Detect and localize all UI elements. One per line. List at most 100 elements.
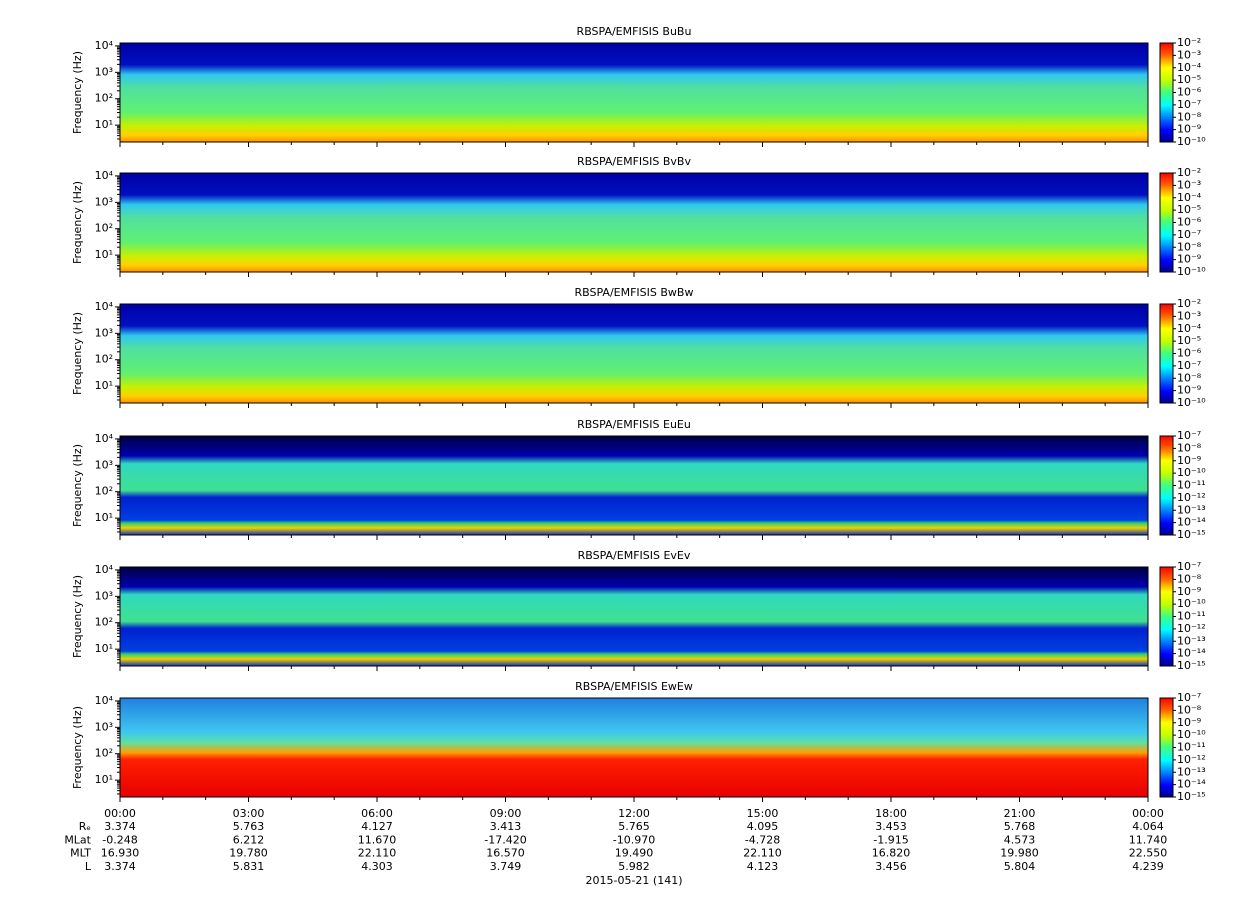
ephemeris-value: 3.374 — [104, 820, 136, 833]
y-axis-label: Frequency (Hz) — [71, 312, 84, 395]
colorbar-tick-label: 10⁻⁹ — [1177, 123, 1201, 136]
colorbar-tick-label: 10⁻⁹ — [1177, 454, 1201, 467]
y-tick-label: 10¹ — [95, 511, 113, 524]
x-tick-label: 21:00 — [1004, 807, 1036, 820]
panel-title: RBSPA/EMFISIS EuEu — [577, 418, 691, 431]
colorbar-tick-label: 10⁻¹¹ — [1177, 741, 1206, 754]
ephemeris-value: 4.303 — [361, 860, 393, 873]
colorbar-tick-label: 10⁻¹¹ — [1177, 610, 1206, 623]
ephemeris-value: 4.064 — [1132, 820, 1164, 833]
ephemeris-value: -17.420 — [484, 833, 526, 846]
ephemeris-value: 4.573 — [1004, 833, 1036, 846]
x-tick-label: 00:00 — [1132, 807, 1164, 820]
ephemeris-value: 5.768 — [1004, 820, 1036, 833]
colorbar-tick-label: 10⁻¹³ — [1177, 503, 1206, 516]
colorbar-tick-label: 10⁻¹² — [1177, 622, 1206, 635]
ephemeris-value: 16.820 — [872, 847, 911, 860]
colorbar-tick-label: 10⁻⁹ — [1177, 716, 1201, 729]
colorbar — [1159, 303, 1174, 404]
colorbar-tick-label: 10⁻⁶ — [1177, 86, 1202, 99]
colorbar-tick-label: 10⁻⁹ — [1177, 585, 1201, 598]
colorbar-tick-label: 10⁻⁷ — [1177, 691, 1201, 704]
y-tick-label: 10¹ — [95, 248, 113, 261]
colorbar-tick-label: 10⁻¹³ — [1177, 765, 1206, 778]
colorbar-tick-label: 10⁻⁷ — [1177, 98, 1201, 111]
y-tick-label: 10¹ — [95, 379, 113, 392]
panel-title: RBSPA/EMFISIS EwEw — [575, 680, 693, 693]
y-tick-label: 10² — [95, 616, 113, 629]
colorbar-label: amplitude (nT^2/Hz) — [1220, 35, 1233, 150]
ephemeris-value: -4.728 — [745, 833, 780, 846]
colorbar — [1159, 566, 1174, 667]
ephemeris-value: 3.749 — [490, 860, 522, 873]
colorbar-tick-label: 10⁻⁴ — [1177, 61, 1202, 74]
colorbar-tick-label: 10⁻⁷ — [1177, 359, 1201, 372]
ephemeris-name: L — [85, 860, 92, 873]
y-tick-label: 10¹ — [95, 773, 113, 786]
colorbar-tick-label: 10⁻³ — [1177, 309, 1201, 322]
y-axis-label: Frequency (Hz) — [71, 706, 84, 789]
ephemeris-value: 22.110 — [743, 847, 782, 860]
colorbar-tick-label: 10⁻¹⁴ — [1177, 778, 1206, 791]
panel-title: RBSPA/EMFISIS BvBv — [577, 155, 691, 168]
colorbar-tick-label: 10⁻² — [1177, 36, 1201, 49]
colorbar-tick-label: 10⁻¹⁰ — [1177, 265, 1206, 278]
ephemeris-value: 16.930 — [101, 847, 140, 860]
y-tick-label: 10¹ — [95, 118, 113, 131]
y-tick-label: 10² — [95, 485, 113, 498]
x-tick-label: 03:00 — [233, 807, 265, 820]
ephemeris-value: 22.110 — [358, 847, 397, 860]
colorbar-tick-label: 10⁻⁴ — [1177, 322, 1202, 335]
colorbar-tick-label: 10⁻² — [1177, 166, 1201, 179]
ephemeris-value: 19.980 — [1000, 847, 1039, 860]
ephemeris-value: 3.453 — [875, 820, 907, 833]
ephemeris-value: 5.804 — [1004, 860, 1036, 873]
y-axis-label: Frequency (Hz) — [71, 181, 84, 264]
colorbar-tick-label: 10⁻⁷ — [1177, 560, 1201, 573]
panel-title: RBSPA/EMFISIS EvEv — [578, 549, 691, 562]
y-tick-label: 10⁴ — [95, 39, 114, 52]
ephemeris-value: 11.670 — [358, 833, 397, 846]
y-tick-label: 10² — [95, 222, 113, 235]
colorbar — [1159, 42, 1174, 143]
colorbar-tick-label: 10⁻¹⁵ — [1177, 659, 1206, 672]
colorbar-tick-label: 10⁻¹⁵ — [1177, 790, 1206, 803]
ephemeris-value: -0.248 — [102, 833, 137, 846]
y-tick-label: 10³ — [95, 589, 113, 602]
ephemeris-value: 6.212 — [233, 833, 265, 846]
ephemeris-value: 5.763 — [233, 820, 265, 833]
y-tick-label: 10³ — [95, 458, 113, 471]
colorbar-label: amplitude (nT^2/Hz) — [1220, 296, 1233, 411]
colorbar-tick-label: 10⁻¹¹ — [1177, 479, 1206, 492]
colorbar-tick-label: 10⁻⁵ — [1177, 203, 1201, 216]
colorbar-tick-label: 10⁻⁸ — [1177, 703, 1202, 716]
ephemeris-value: 4.127 — [361, 820, 393, 833]
ephemeris-name: MLat — [64, 833, 91, 846]
colorbar — [1159, 172, 1174, 273]
colorbar-tick-label: 10⁻⁵ — [1177, 73, 1201, 86]
ephemeris-value: 3.413 — [490, 820, 522, 833]
y-tick-label: 10⁴ — [95, 694, 114, 707]
panel-title: RBSPA/EMFISIS BwBw — [575, 286, 694, 299]
colorbar-label: amplitude (V^2/m^2/Hz) — [1220, 547, 1233, 687]
ephemeris-value: 5.982 — [618, 860, 650, 873]
y-tick-label: 10³ — [95, 720, 113, 733]
colorbar-tick-label: 10⁻⁷ — [1177, 429, 1201, 442]
ephemeris-value: 4.239 — [1132, 860, 1164, 873]
y-tick-label: 10³ — [95, 195, 113, 208]
ephemeris-value: 11.740 — [1129, 833, 1168, 846]
colorbar-tick-label: 10⁻¹² — [1177, 753, 1206, 766]
y-tick-label: 10⁴ — [95, 563, 114, 576]
colorbar-label: amplitude (nT^2/Hz) — [1220, 165, 1233, 280]
date-label: 2015-05-21 (141) — [585, 874, 682, 887]
colorbar-tick-label: 10⁻⁷ — [1177, 228, 1201, 241]
colorbar-tick-label: 10⁻³ — [1177, 178, 1201, 191]
x-tick-label: 09:00 — [490, 807, 522, 820]
ephemeris-value: -10.970 — [613, 833, 655, 846]
colorbar-tick-label: 10⁻⁸ — [1177, 240, 1202, 253]
colorbar-tick-label: 10⁻⁸ — [1177, 572, 1202, 585]
colorbar-tick-label: 10⁻¹⁴ — [1177, 516, 1206, 529]
y-axis-label: Frequency (Hz) — [71, 444, 84, 527]
y-tick-label: 10² — [95, 353, 113, 366]
